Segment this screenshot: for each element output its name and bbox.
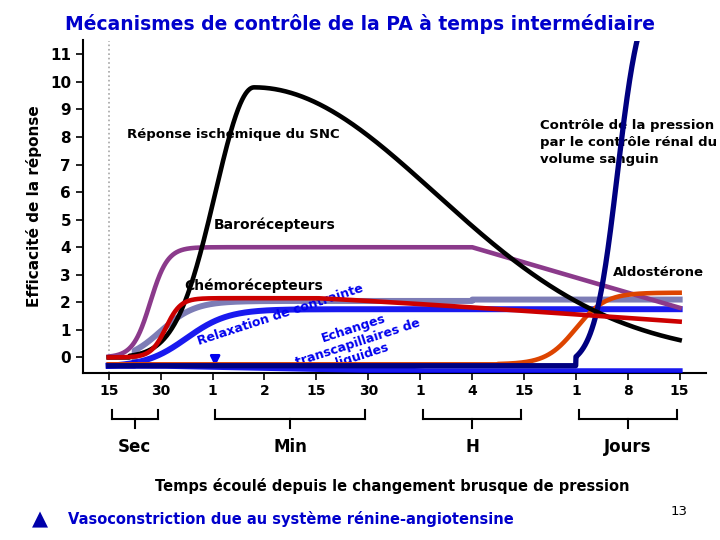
Text: Barorécepteurs: Barorécepteurs [214, 218, 336, 232]
Text: Relaxation de contrainte: Relaxation de contrainte [196, 282, 364, 348]
Text: ▲: ▲ [32, 509, 48, 530]
Text: Echanges
transcapillaires de
liquides: Echanges transcapillaires de liquides [289, 302, 426, 382]
Text: H: H [465, 438, 479, 456]
Y-axis label: Efficacité de la réponse: Efficacité de la réponse [25, 106, 42, 307]
Text: Min: Min [274, 438, 307, 456]
Text: Réponse ischémique du SNC: Réponse ischémique du SNC [127, 127, 340, 141]
Text: Contrôle de la pression
par le contrôle rénal du
volume sanguin: Contrôle de la pression par le contrôle … [539, 119, 716, 166]
Text: Chémorécepteurs: Chémorécepteurs [185, 279, 323, 293]
Text: 13: 13 [670, 505, 688, 518]
Text: Vasoconstriction due au système rénine-angiotensine: Vasoconstriction due au système rénine-a… [68, 511, 514, 528]
Text: Sec: Sec [118, 438, 151, 456]
Text: Jours: Jours [604, 438, 652, 456]
Text: Aldostérone: Aldostérone [613, 266, 704, 279]
Text: Mécanismes de contrôle de la PA à temps intermédiaire: Mécanismes de contrôle de la PA à temps … [65, 14, 655, 33]
Text: Temps écoulé depuis le changement brusque de pression: Temps écoulé depuis le changement brusqu… [155, 478, 630, 494]
